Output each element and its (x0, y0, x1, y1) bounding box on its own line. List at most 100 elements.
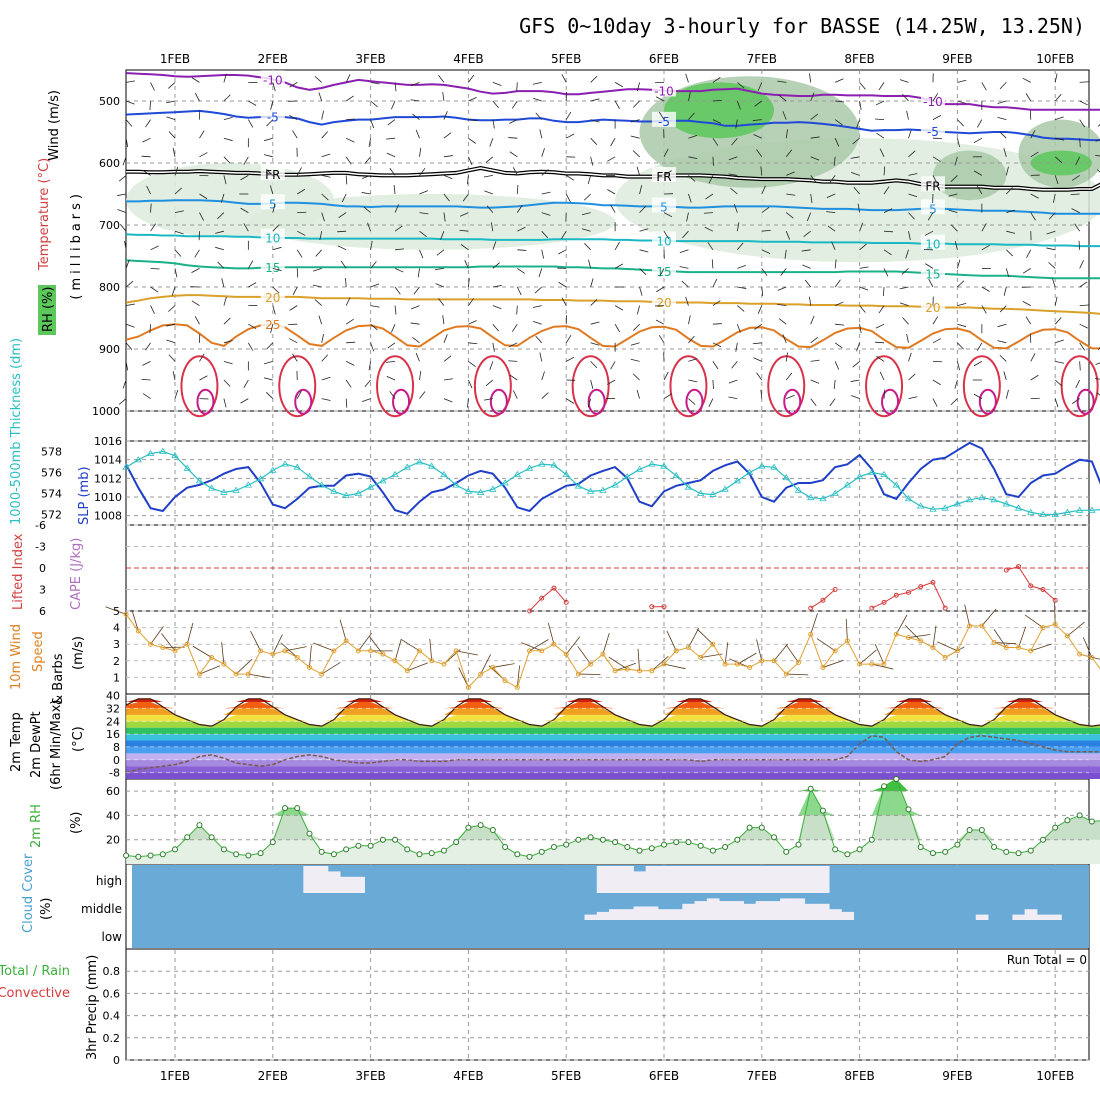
wind-barb (937, 641, 958, 652)
thickness-marker (244, 481, 253, 488)
upper-wind-barb (932, 115, 942, 120)
warm-contour-loop (180, 355, 219, 418)
upper-wind-barb (321, 212, 325, 222)
slp-ylabel-slp: SLP (mb) (77, 466, 92, 525)
upper-wind-barb (614, 263, 624, 269)
temp-contour-label: FR (925, 179, 940, 193)
upper-wind-barb (1079, 260, 1084, 269)
rh-marker (636, 847, 643, 854)
upper-wind-barb (370, 100, 378, 108)
upper-wind-barb (856, 342, 860, 352)
upper-wind-barb (658, 334, 665, 344)
wind-speed-marker (502, 678, 508, 684)
upper-wind-barb (981, 82, 987, 91)
upper-wind-barb (831, 241, 836, 250)
rh-marker (844, 851, 851, 858)
wind-speed-marker (881, 661, 887, 667)
upper-wind-barb (558, 281, 567, 288)
upper-wind-barb (1006, 209, 1016, 213)
wind-speed-marker (906, 635, 911, 641)
temp-band (126, 772, 1100, 779)
contour-label-bg (652, 292, 676, 308)
wind-barb (1082, 637, 1093, 658)
rh-marker (1003, 848, 1010, 855)
wind-speed-marker (600, 651, 606, 657)
upper-wind-barb (883, 208, 893, 213)
rh-marker (184, 834, 191, 841)
rh-marker (1088, 818, 1095, 825)
upper-wind-barb (223, 94, 231, 102)
upper-wind-barb (659, 268, 665, 277)
upper-wind-barb (809, 73, 812, 83)
wind-barb (369, 636, 384, 655)
upper-wind-barb (223, 361, 233, 365)
rh-marker (489, 827, 496, 833)
upper-wind-barb (174, 230, 184, 235)
rh-marker (465, 824, 472, 831)
lifted-index-line (871, 581, 946, 609)
upper-wind-barb (460, 212, 469, 217)
upper-wind-barb (1054, 317, 1062, 325)
upper-wind-barb (859, 222, 864, 232)
upper-wind-barb (561, 297, 567, 306)
upper-wind-barb (835, 323, 845, 326)
upper-wind-barb (752, 342, 762, 345)
upper-wind-barb (829, 175, 836, 183)
wind-barb (932, 625, 937, 648)
wind-speed-marker (417, 648, 422, 654)
date-label-bottom: 5FEB (551, 1069, 581, 1083)
upper-wind-barb (1003, 286, 1007, 296)
thickness-ytick: 578 (41, 446, 62, 459)
thickness-marker (721, 485, 729, 492)
upper-wind-barb (289, 305, 298, 311)
upper-wind-barb (754, 100, 763, 107)
upper-wind-barb (341, 193, 347, 203)
upper-wind-barb (443, 155, 453, 158)
temp-band (126, 766, 1100, 773)
hot-contour-loop (1076, 388, 1095, 415)
upper-wind-barb (364, 379, 371, 388)
upper-wind-barb (561, 74, 567, 83)
upper-wind-barb (436, 249, 445, 256)
upper-wind-barb (387, 342, 396, 349)
wind-barb (994, 642, 1017, 645)
rh-marker (514, 851, 521, 858)
upper-wind-barb (957, 259, 961, 269)
upper-wind-barb (708, 175, 714, 184)
upper-wind-barb (468, 342, 478, 345)
upper-wind-barb (908, 231, 911, 241)
upper-wind-barb (688, 358, 698, 362)
upper-wind-barb (999, 305, 1007, 313)
rh-marker (661, 841, 667, 848)
cloud-cell (657, 909, 671, 920)
upper-wind-barb (663, 212, 673, 218)
upper-wind-barb (950, 224, 958, 232)
temp-band (126, 734, 1100, 741)
upper-wind-barb (199, 353, 205, 362)
rh-marker (343, 846, 350, 853)
wind-barb (908, 634, 931, 638)
upper-wind-barb (610, 361, 616, 370)
upper-wind-barb (370, 323, 378, 331)
cloud-cell (596, 866, 610, 893)
upper-wind-barb (443, 111, 448, 120)
rh-marker (440, 847, 447, 854)
upper-wind-barb (467, 175, 469, 185)
upper-wind-barb (199, 193, 208, 200)
upper-wind-barb (1003, 148, 1007, 157)
upper-wind-barb (879, 371, 885, 381)
upper-wind-barb (973, 361, 983, 367)
wind-speed-marker (734, 661, 740, 667)
upper-wind-barb (906, 110, 909, 120)
upper-wind-barb (313, 268, 322, 272)
upper-ytick: 700 (99, 219, 120, 232)
upper-wind-barb (532, 82, 542, 85)
upper-wind-barb (590, 321, 600, 325)
upper-wind-barb (784, 249, 787, 259)
wind-speed-marker (465, 684, 471, 690)
upper-wind-barb (1070, 193, 1080, 196)
upper-wind-barb (590, 119, 600, 123)
upper-wind-barb (217, 212, 225, 220)
wind-barb (1054, 602, 1056, 625)
